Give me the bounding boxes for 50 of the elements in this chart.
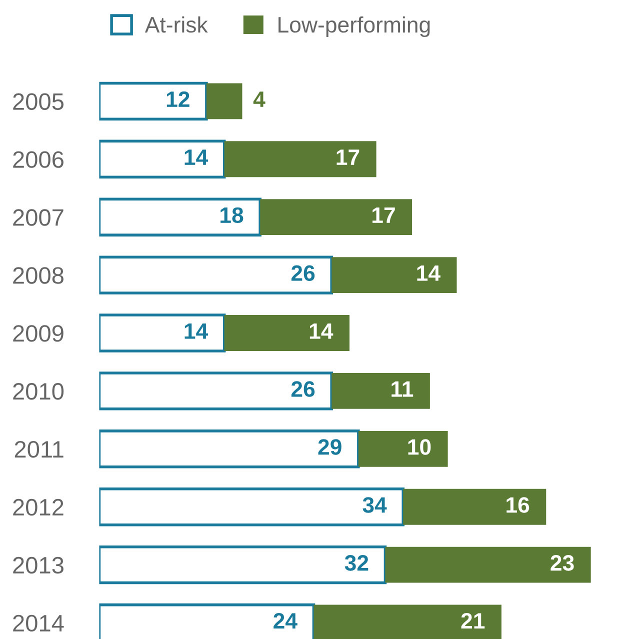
- y-tick-label: 2008: [13, 267, 64, 284]
- data-label: 11: [392, 381, 414, 397]
- y-tick-label: 2010: [13, 383, 64, 400]
- data-label: 23: [550, 555, 574, 571]
- data-label: 21: [461, 613, 485, 629]
- data-label: 32: [344, 555, 368, 571]
- data-label: 29: [318, 439, 342, 455]
- data-label: 14: [310, 323, 334, 339]
- y-tick-label: 2013: [13, 556, 64, 574]
- y-tick-label: 2009: [13, 325, 64, 342]
- bar: [332, 372, 430, 409]
- bar: [99, 488, 405, 526]
- y-tick-label: 2006: [13, 151, 64, 168]
- data-label: 16: [506, 497, 530, 513]
- y-tick-label: 2007: [13, 209, 64, 226]
- data-label: 14: [184, 150, 208, 165]
- y-tick-label: 2005: [13, 93, 64, 110]
- data-label: 24: [274, 613, 298, 629]
- bar: [332, 257, 457, 294]
- data-label: 14: [184, 323, 208, 339]
- bar: [99, 256, 333, 294]
- bar: [385, 546, 591, 583]
- data-label: 12: [166, 91, 190, 107]
- data-label: 34: [362, 497, 387, 513]
- bar: [403, 488, 546, 525]
- data-label: 26: [291, 265, 315, 282]
- bar: [99, 82, 208, 121]
- y-tick-label: 2012: [13, 498, 64, 516]
- legend-label: Low-performing: [278, 16, 430, 38]
- bar: [99, 198, 262, 236]
- bar: [99, 314, 226, 352]
- bar: [224, 141, 376, 178]
- bar: [260, 199, 412, 236]
- y-tick-label: 2014: [13, 614, 64, 632]
- y-tick-label: 2011: [14, 440, 64, 458]
- data-label: 17: [336, 150, 360, 165]
- bar: [99, 140, 226, 178]
- data-label: 4: [253, 92, 266, 107]
- legend-label: At-risk: [144, 16, 208, 33]
- bar: [358, 430, 448, 467]
- bar: [206, 83, 242, 120]
- bar: [224, 315, 350, 351]
- data-label: 17: [372, 208, 395, 223]
- bar: [99, 372, 333, 410]
- bar: [99, 545, 387, 584]
- bar: [99, 430, 360, 468]
- data-label: 14: [417, 266, 440, 281]
- data-label: 10: [408, 439, 431, 455]
- data-label: 26: [291, 381, 315, 397]
- data-label: 18: [220, 207, 244, 224]
